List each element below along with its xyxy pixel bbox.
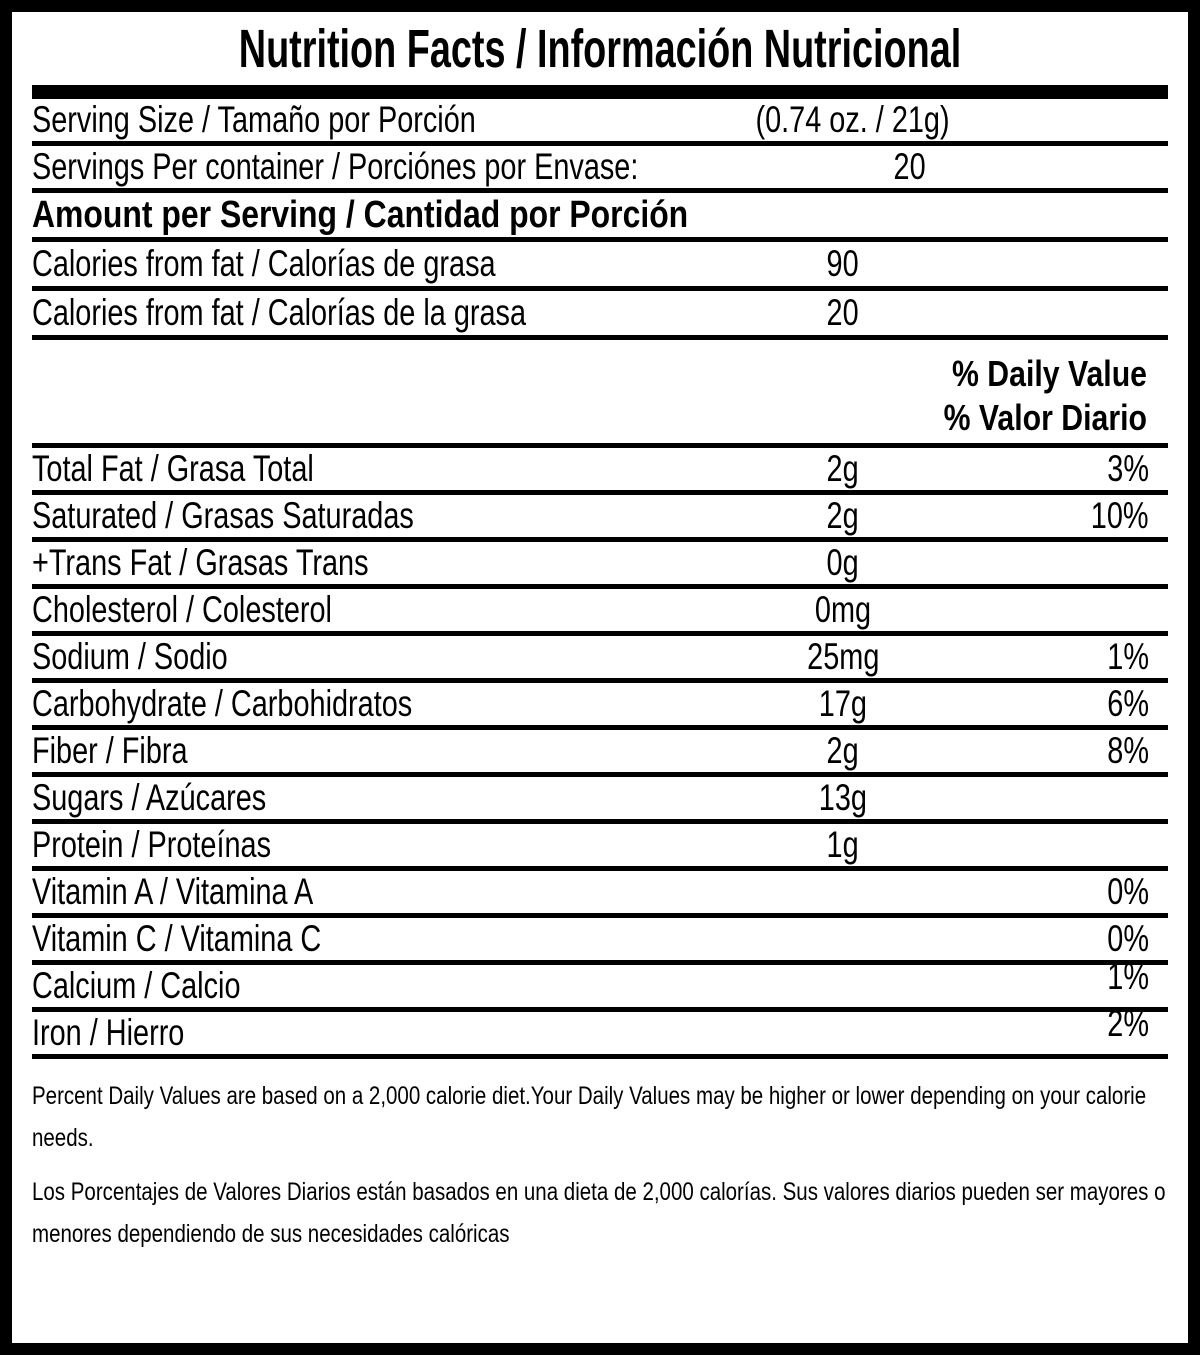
row-calcium: Calcium / Calcio 1% (32, 956, 1168, 1012)
nutrient-daily-value: 3% (1106, 448, 1149, 489)
serving-size-row: Serving Size / Tamaño por Porción (0.74 … (32, 99, 1168, 146)
nutrient-label: Carbohydrate / Carbohidratos (32, 683, 413, 724)
nutrient-amount: 17g (818, 683, 868, 724)
nutrient-label: Saturated / Grasas Saturadas (32, 495, 414, 536)
row-cholesterol: Cholesterol / Colesterol 0mg (32, 589, 1168, 636)
nutrient-amount: 25mg (806, 636, 880, 677)
nutrient-label: Vitamin C / Vitamina C (32, 918, 322, 959)
nutrient-amount: 2g (826, 495, 860, 536)
nutrient-label: Vitamin A / Vitamina A (32, 871, 314, 912)
nutrient-label: Cholesterol / Colesterol (32, 589, 332, 630)
nutrient-label: Calcium / Calcio (32, 965, 241, 1006)
nutrient-amount: 2g (826, 448, 860, 489)
nutrient-label: Protein / Proteínas (32, 824, 272, 865)
nutrient-amount: 1g (826, 824, 860, 865)
serving-size-value: (0.74 oz. / 21g) (755, 99, 950, 140)
nutrient-label: Fiber / Fibra (32, 730, 188, 771)
nutrient-label: Sodium / Sodio (32, 636, 228, 677)
nutrient-amount: 2g (826, 730, 860, 771)
calories-label: Calories from fat / Calorías de la grasa (32, 292, 527, 333)
daily-value-header: % Daily Value % Valor Diario (32, 340, 1168, 448)
title-separator-bar (32, 85, 1168, 99)
row-sugars: Sugars / Azúcares 13g (32, 777, 1168, 824)
nutrient-label: Sugars / Azúcares (32, 777, 267, 818)
calories-from-fat-row-1: Calories from fat / Calorías de grasa 90 (32, 242, 1168, 291)
servings-per-container-label: Servings Per container / Porciónes por E… (32, 146, 639, 187)
nutrient-daily-value: 8% (1106, 730, 1149, 771)
nutrient-daily-value: 6% (1106, 683, 1149, 724)
nutrient-amount: 0g (826, 542, 860, 583)
row-total-fat: Total Fat / Grasa Total 2g 3% (32, 448, 1168, 495)
label-title: Nutrition Facts / Información Nutriciona… (238, 18, 962, 79)
nutrient-label: Iron / Hierro (32, 1012, 185, 1053)
nutrient-daily-value: 0% (1106, 918, 1149, 959)
calories-label: Calories from fat / Calorías de grasa (32, 243, 496, 284)
footnote-english: Percent Daily Values are based on a 2,00… (32, 1082, 1147, 1152)
row-trans-fat: +Trans Fat / Grasas Trans 0g (32, 542, 1168, 589)
row-vitamin-a: Vitamin A / Vitamina A 0% (32, 871, 1168, 918)
row-sodium: Sodium / Sodio 25mg 1% (32, 636, 1168, 683)
row-saturated-fat: Saturated / Grasas Saturadas 2g 10% (32, 495, 1168, 542)
serving-size-label: Serving Size / Tamaño por Porción (32, 99, 476, 140)
nutrient-daily-value: 1% (1106, 636, 1149, 677)
calories-from-fat-row-2: Calories from fat / Calorías de la grasa… (32, 291, 1168, 340)
row-protein: Protein / Proteínas 1g (32, 824, 1168, 871)
footnote-spanish: Los Porcentajes de Valores Diarios están… (32, 1178, 1166, 1248)
nutrient-amount: 13g (818, 777, 868, 818)
row-iron: Iron / Hierro 2% (32, 1003, 1168, 1059)
amount-per-serving-header: Amount per Serving / Cantidad por Porció… (32, 193, 689, 236)
servings-per-container-value: 20 (893, 146, 926, 187)
nutrient-daily-value: 0% (1106, 871, 1149, 912)
calories-value: 90 (826, 243, 860, 284)
nutrient-label: Total Fat / Grasa Total (32, 448, 314, 489)
nutrient-daily-value: 10% (1090, 495, 1149, 536)
amount-per-serving-header-row: Amount per Serving / Cantidad por Porció… (32, 193, 1168, 242)
row-vitamin-c: Vitamin C / Vitamina C 0% (32, 918, 1168, 965)
daily-value-header-en: % Daily Value (952, 353, 1147, 394)
nutrient-daily-value: 2% (1106, 1003, 1149, 1044)
nutrient-label: +Trans Fat / Grasas Trans (32, 542, 369, 583)
calories-value: 20 (826, 292, 860, 333)
daily-value-header-es: % Valor Diario (943, 397, 1147, 438)
row-carbohydrate: Carbohydrate / Carbohidratos 17g 6% (32, 683, 1168, 730)
row-fiber: Fiber / Fibra 2g 8% (32, 730, 1168, 777)
servings-per-container-row: Servings Per container / Porciónes por E… (32, 146, 1168, 193)
nutrient-daily-value: 1% (1106, 956, 1149, 997)
nutrient-amount: 0mg (814, 589, 872, 630)
footnotes: Percent Daily Values are based on a 2,00… (32, 1075, 1168, 1255)
